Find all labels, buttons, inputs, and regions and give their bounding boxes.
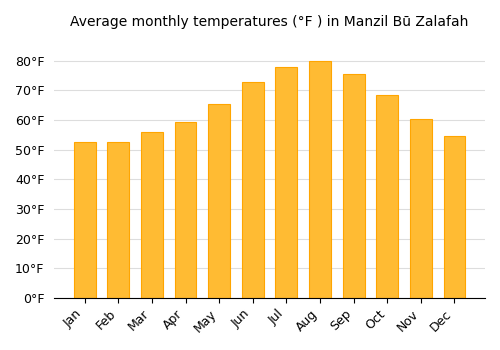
Bar (376, 95, 398, 298)
Bar (444, 136, 466, 298)
Bar (309, 61, 331, 298)
Bar (242, 82, 264, 298)
Bar (174, 121, 197, 298)
Bar (141, 132, 163, 298)
Bar (74, 142, 96, 298)
Bar (208, 104, 230, 298)
Bar (108, 142, 130, 298)
Bar (342, 74, 364, 298)
Bar (276, 67, 297, 298)
Title: Average monthly temperatures (°F ) in Manzil Bū Zalafah: Average monthly temperatures (°F ) in Ma… (70, 15, 469, 29)
Bar (410, 119, 432, 298)
